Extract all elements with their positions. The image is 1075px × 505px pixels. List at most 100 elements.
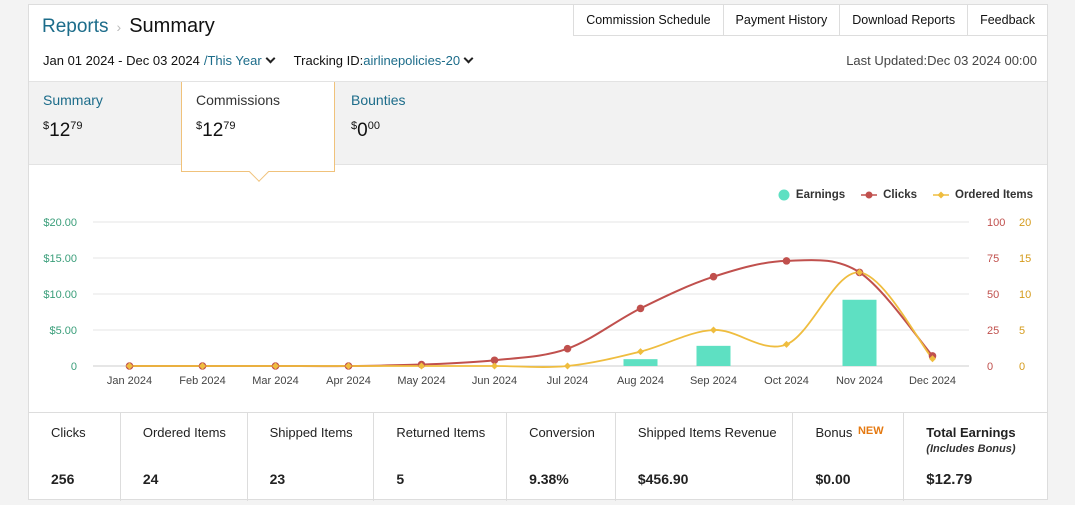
- feedback-link[interactable]: Feedback: [980, 13, 1035, 27]
- legend-label: Earnings: [795, 189, 846, 201]
- earnings-bar: [623, 359, 658, 366]
- clicks-point: [636, 304, 645, 313]
- tab-label: Commissions: [196, 92, 281, 108]
- stat-label: Shipped Items: [269, 425, 353, 440]
- last-updated: Last Updated:Dec 03 2024 00:00: [846, 53, 1037, 68]
- chart-plot: $20.00$15.00$10.00$5.0001007550250201510…: [43, 217, 1031, 387]
- stats-row: Clicks 256 Ordered Items 24 Shipped Item…: [29, 412, 1047, 501]
- stat-value: 256: [51, 471, 75, 487]
- breadcrumb-reports-link[interactable]: Reports: [42, 15, 109, 37]
- x-axis-tick: Mar 2024: [252, 375, 298, 387]
- x-axis-tick: Sep 2024: [690, 375, 737, 387]
- tab-amount: $1279: [196, 120, 236, 141]
- stat-value: 24: [142, 471, 159, 487]
- ordered-items-point: [345, 362, 352, 370]
- tab-bounties[interactable]: Bounties $000: [337, 82, 489, 166]
- x-axis-tick: Jun 2024: [472, 375, 517, 387]
- ordered-items-point: [126, 362, 133, 370]
- clicks-point: [782, 257, 791, 265]
- ordered-items-point: [199, 362, 206, 370]
- ordered-items-point: [929, 355, 936, 363]
- ordered-items-point: [856, 268, 863, 276]
- filter-bar: Jan 01 2024 - Dec 03 2024 /This Year Tra…: [43, 53, 478, 68]
- tab-summary[interactable]: Summary $1279: [29, 82, 181, 166]
- breadcrumb: Reports › Summary: [42, 15, 215, 38]
- clicks-line-icon: [861, 191, 878, 199]
- earnings-chart: Earnings Clicks Ordered Items $20.00 $15.…: [29, 175, 1049, 405]
- header: Reports › Summary Commission Schedule Pa…: [29, 5, 1047, 81]
- stat-label: Ordered Items: [142, 425, 226, 440]
- stat-returned-items: Returned Items 5: [374, 413, 508, 501]
- right-axis-clicks-tick: 25: [987, 325, 999, 337]
- stat-conversion: Conversion 9.38%: [507, 413, 616, 501]
- stat-value: 23: [269, 471, 286, 487]
- download-reports-link[interactable]: Download Reports: [840, 5, 969, 35]
- stat-shipped-revenue: Shipped Items Revenue $456.90: [616, 413, 794, 501]
- stat-label: Conversion: [529, 425, 595, 440]
- left-axis-tick: $20.00: [43, 217, 77, 229]
- chevron-down-icon[interactable]: [463, 53, 474, 64]
- tab-commissions[interactable]: Commissions $1279: [181, 82, 335, 182]
- stat-value: $0.00: [815, 471, 851, 487]
- ordered-items-point: [637, 348, 644, 356]
- payment-history-link[interactable]: Payment History: [724, 5, 841, 35]
- stat-value: $12.79: [926, 471, 973, 488]
- commission-schedule-link[interactable]: Commission Schedule: [574, 5, 724, 35]
- stat-bonus: Bonus NEW $0.00: [793, 413, 905, 501]
- legend-label: Ordered Items: [955, 189, 1033, 201]
- stat-label: Total Earnings: [926, 425, 1016, 440]
- right-axis-items-tick: 0: [1019, 361, 1025, 373]
- chevron-down-icon[interactable]: [265, 53, 276, 64]
- summary-tabs: Summary $1279 Commissions $1279 Bounties…: [29, 81, 1047, 182]
- ordered-items-point: [710, 326, 717, 334]
- stat-label: Clicks: [51, 425, 86, 440]
- earnings-dot-icon: [778, 189, 790, 201]
- left-axis-tick: $10.00: [43, 289, 77, 301]
- ordered-items-point: [491, 362, 498, 370]
- period-dropdown[interactable]: /This Year: [203, 53, 262, 68]
- left-axis-tick: $5.00: [49, 325, 77, 337]
- legend-ordered-items[interactable]: Ordered Items: [933, 189, 1033, 201]
- reports-panel: Reports › Summary Commission Schedule Pa…: [28, 4, 1049, 501]
- x-axis-tick: Apr 2024: [326, 375, 371, 387]
- legend-clicks[interactable]: Clicks: [861, 189, 917, 201]
- breadcrumb-separator-icon: ›: [116, 18, 122, 35]
- stat-value: 9.38%: [529, 471, 569, 487]
- left-axis-tick: $15.00: [43, 253, 77, 265]
- legend-label: Clicks: [883, 189, 918, 201]
- stat-label: Bonus NEW: [815, 425, 884, 440]
- ordered-items-point: [783, 340, 790, 348]
- x-axis-tick: Jan 2024: [107, 375, 152, 387]
- stat-ordered-items: Ordered Items 24: [121, 413, 248, 501]
- left-axis-tick: 0: [71, 361, 77, 373]
- x-axis-tick: Nov 2024: [836, 375, 883, 387]
- ordered-items-point: [418, 362, 425, 370]
- tab-label: Bounties: [351, 92, 406, 108]
- tab-amount: $1279: [43, 120, 83, 141]
- clicks-line: [129, 259, 934, 368]
- right-axis-items-tick: 20: [1019, 217, 1031, 229]
- stat-value: 5: [396, 471, 405, 487]
- x-axis-tick: Jul 2024: [547, 375, 589, 387]
- tracking-id-label: Tracking ID:: [293, 53, 364, 68]
- right-axis-items-tick: 5: [1019, 325, 1025, 337]
- earnings-bar: [696, 345, 731, 366]
- ordered-items-point: [272, 362, 279, 370]
- stat-label: Returned Items: [396, 425, 486, 440]
- new-badge: NEW: [857, 425, 884, 437]
- right-axis-clicks-tick: 100: [987, 217, 1005, 229]
- stat-label: Shipped Items Revenue: [637, 425, 777, 440]
- right-axis-clicks-tick: 75: [987, 253, 999, 265]
- right-axis-items-tick: 15: [1019, 253, 1031, 265]
- stat-shipped-items: Shipped Items 23: [248, 413, 375, 501]
- x-axis-tick: Oct 2024: [764, 375, 809, 387]
- tracking-id-dropdown[interactable]: airlinepolicies-20: [363, 53, 461, 68]
- top-links: Commission Schedule Payment History Down…: [573, 5, 1047, 36]
- right-axis-clicks-tick: 0: [987, 361, 993, 373]
- x-axis-tick: Feb 2024: [179, 375, 225, 387]
- x-axis-tick: Aug 2024: [617, 375, 664, 387]
- date-range: Jan 01 2024 - Dec 03 2024: [43, 53, 200, 68]
- right-axis-clicks-tick: 50: [987, 289, 999, 301]
- page-title: Summary: [129, 15, 215, 37]
- legend-earnings[interactable]: Earnings: [778, 189, 845, 201]
